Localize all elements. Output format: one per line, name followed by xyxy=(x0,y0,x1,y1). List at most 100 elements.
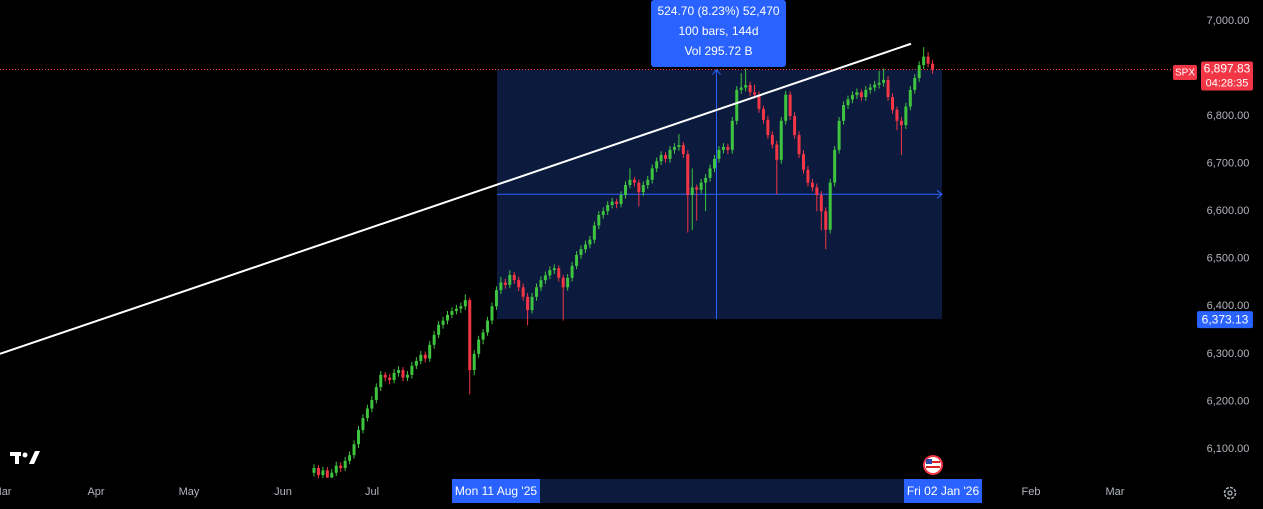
candle-body xyxy=(704,177,708,183)
candle-body xyxy=(793,116,797,136)
candle-body xyxy=(570,265,574,278)
candle-body xyxy=(521,287,525,297)
candle-body xyxy=(312,468,316,473)
time-range-band xyxy=(540,479,905,503)
tv-logo[interactable] xyxy=(10,451,40,464)
candle-body xyxy=(766,119,770,136)
candle-body xyxy=(343,460,347,469)
candle-body xyxy=(392,372,396,381)
candle-body xyxy=(899,120,903,126)
candle-body xyxy=(530,296,534,311)
y-tick-label: 7,000.00 xyxy=(1207,15,1250,27)
candle-body xyxy=(454,308,458,312)
measure-tooltip-text: 100 bars, 144d xyxy=(678,24,758,38)
candle-body xyxy=(601,211,605,215)
candle-body xyxy=(908,89,912,107)
candle-body xyxy=(588,239,592,245)
candle-body xyxy=(468,300,472,371)
candle-body xyxy=(850,95,854,100)
candle-body xyxy=(641,185,645,193)
plot-area xyxy=(0,42,1197,478)
measure-tooltip-text: Vol 295.72 B xyxy=(684,44,752,58)
candle-body xyxy=(855,92,859,96)
candle-body xyxy=(695,187,699,190)
candle-body xyxy=(330,472,334,478)
candle-body xyxy=(499,282,503,291)
candle-body xyxy=(370,399,374,409)
candle-body xyxy=(450,311,454,315)
candle-body xyxy=(806,169,810,183)
candle-body xyxy=(735,89,739,121)
candle-body xyxy=(730,120,734,150)
candle-body xyxy=(446,314,449,321)
candle-body xyxy=(410,365,414,375)
candle-body xyxy=(494,290,498,307)
candle-body xyxy=(543,275,547,281)
candle-body xyxy=(926,56,930,64)
us-flag-icon[interactable] xyxy=(923,455,943,475)
flag-canton xyxy=(926,459,932,464)
gear-inner xyxy=(1227,490,1233,496)
candle-body xyxy=(810,182,814,188)
countdown-label: 04:28:35 xyxy=(1206,77,1249,89)
candle-body xyxy=(401,370,405,378)
price-label: 6,897.83 xyxy=(1204,62,1251,76)
candle-body xyxy=(397,370,401,373)
candle-body xyxy=(379,374,383,388)
candle-body xyxy=(664,155,668,159)
candle-body xyxy=(721,146,725,150)
candle-body xyxy=(552,268,556,271)
candle-body xyxy=(659,155,663,162)
candle-body xyxy=(419,354,423,361)
candle-body xyxy=(597,214,601,226)
candle-body xyxy=(357,429,360,445)
candle-body xyxy=(868,87,872,90)
logo-part xyxy=(22,452,28,458)
candle-body xyxy=(828,182,832,230)
y-tick-label: 6,400.00 xyxy=(1207,300,1250,312)
candle-body xyxy=(615,201,619,205)
y-tick-label: 6,600.00 xyxy=(1207,205,1250,217)
measure-low-label: 6,373.13 xyxy=(1202,312,1249,326)
candle-body xyxy=(348,455,352,461)
start-date-label: Mon 11 Aug '25 xyxy=(455,484,537,498)
candle-body xyxy=(797,135,801,155)
candle-body xyxy=(610,201,614,205)
candle-body xyxy=(904,106,908,126)
flag-stripe xyxy=(926,466,940,468)
y-tick-label: 6,200.00 xyxy=(1207,395,1250,407)
candle-body xyxy=(917,65,921,79)
start-date-badge xyxy=(452,479,540,503)
end-date-label: Fri 02 Jan '26 xyxy=(907,484,980,498)
x-tick-label: May xyxy=(179,486,200,498)
logo-part xyxy=(15,452,19,464)
candle-body xyxy=(784,94,788,121)
candle-body xyxy=(699,182,703,190)
candle-body xyxy=(463,300,467,307)
candle-body xyxy=(472,353,476,371)
y-tick-label: 6,300.00 xyxy=(1207,348,1250,360)
settings-gear[interactable] xyxy=(1223,486,1237,500)
candle-body xyxy=(508,274,512,285)
candle-body xyxy=(739,87,743,90)
gear-outer xyxy=(1223,486,1237,500)
candle-body xyxy=(846,99,850,106)
candle-body xyxy=(761,108,765,120)
candle-body xyxy=(833,149,837,183)
x-tick-label: Jul xyxy=(365,486,379,498)
candle-body xyxy=(819,195,823,212)
candle-body xyxy=(352,444,356,456)
candle-body xyxy=(632,179,636,183)
candle-body xyxy=(717,149,721,159)
candle-body xyxy=(486,320,490,333)
candle-body xyxy=(726,146,730,150)
candle-body xyxy=(579,249,583,255)
candle-body xyxy=(548,270,552,276)
candle-body xyxy=(686,154,690,196)
candle-body xyxy=(561,277,565,288)
candle-body xyxy=(824,211,828,230)
candle-body xyxy=(566,277,570,288)
candle-body xyxy=(672,146,676,150)
measure-v-arrowhead xyxy=(712,68,721,75)
